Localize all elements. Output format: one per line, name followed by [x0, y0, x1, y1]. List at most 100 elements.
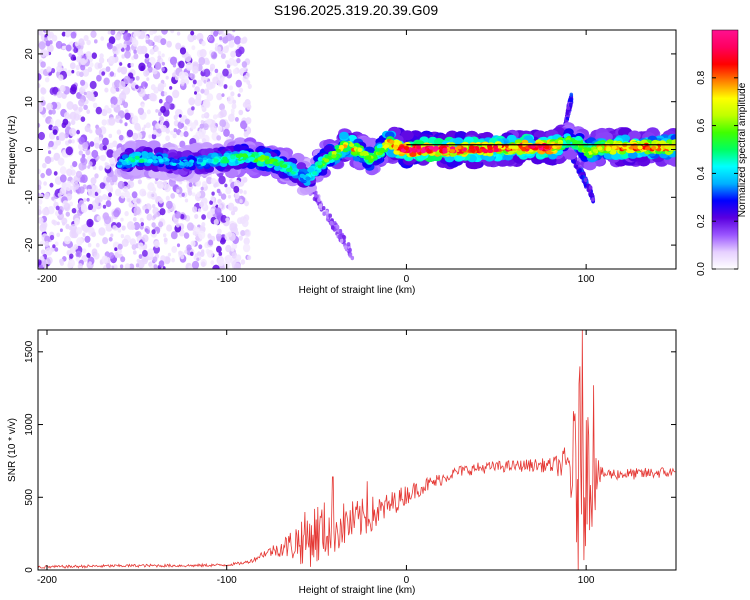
noise-blob	[83, 104, 88, 111]
noise-blob	[87, 92, 95, 101]
noise-blob	[107, 30, 111, 35]
ridge-blob	[456, 145, 462, 150]
noise-blob	[178, 250, 183, 256]
noise-blob	[245, 117, 252, 125]
noise-blob	[154, 180, 158, 185]
noise-blob	[98, 137, 102, 141]
noise-blob	[94, 173, 99, 179]
noise-blob	[105, 200, 112, 208]
noise-blob	[152, 67, 158, 75]
noise-blob	[38, 259, 42, 266]
noise-blob	[129, 238, 136, 246]
noise-blob	[206, 118, 212, 126]
noise-blob	[72, 161, 78, 168]
noise-blob	[223, 128, 230, 137]
noise-blob	[111, 174, 118, 183]
noise-blob	[91, 52, 98, 59]
noise-blob	[161, 30, 168, 35]
ridge-blob	[158, 158, 164, 163]
y-tick-label: 0	[24, 567, 35, 573]
noise-blob	[132, 217, 137, 222]
noise-blob	[53, 171, 58, 176]
noise-blob	[107, 58, 111, 63]
noise-blob	[243, 190, 247, 195]
noise-blob	[61, 31, 66, 37]
noise-blob	[122, 101, 129, 109]
noise-blob	[91, 149, 99, 159]
x-tick-label: -100	[217, 575, 237, 586]
ridge-blob	[349, 143, 355, 147]
noise-blob	[171, 246, 178, 253]
branch-blob	[333, 221, 337, 226]
noise-blob	[68, 53, 73, 58]
noise-blob	[97, 62, 103, 69]
noise-blob	[142, 234, 149, 243]
noise-blob	[227, 194, 232, 199]
noise-blob	[158, 221, 164, 228]
noise-blob	[123, 43, 127, 49]
noise-blob	[240, 259, 246, 265]
heatmap-plot-area	[38, 30, 676, 269]
noise-blob	[203, 79, 207, 84]
ridge-blob	[420, 149, 426, 154]
noise-blob	[222, 46, 229, 54]
ridge-blob	[492, 144, 499, 149]
noise-blob	[228, 85, 233, 91]
noise-blob	[154, 61, 162, 70]
ridge-blob	[312, 171, 318, 175]
noise-blob	[83, 198, 87, 203]
noise-blob	[69, 253, 74, 259]
noise-blob	[54, 241, 59, 246]
x-tick-label: -200	[37, 274, 57, 285]
noise-blob	[149, 48, 155, 55]
noise-blob	[108, 133, 113, 139]
noise-blob	[150, 84, 156, 91]
noise-blob	[135, 231, 140, 237]
noise-blob	[119, 264, 124, 269]
noise-blob	[141, 127, 145, 131]
noise-blob	[163, 180, 168, 185]
noise-blob	[113, 209, 120, 218]
noise-blob	[63, 112, 70, 119]
noise-blob	[169, 103, 175, 110]
noise-blob	[172, 89, 180, 99]
noise-blob	[163, 237, 168, 243]
noise-blob	[208, 239, 214, 246]
noise-blob	[132, 250, 137, 255]
ridge-blob	[442, 149, 448, 154]
noise-blob	[80, 157, 86, 164]
noise-blob	[238, 87, 244, 93]
snr-series-line	[38, 330, 676, 570]
noise-blob	[65, 211, 71, 217]
noise-blob	[124, 50, 131, 59]
noise-blob	[183, 131, 189, 138]
noise-blob	[123, 32, 131, 41]
noise-blob	[213, 219, 219, 226]
noise-blob	[210, 177, 217, 185]
noise-blob	[38, 73, 42, 81]
noise-blob	[66, 101, 74, 110]
noise-blob	[75, 227, 83, 235]
noise-blob	[173, 128, 178, 133]
noise-blob	[87, 243, 92, 248]
noise-blob	[169, 56, 178, 66]
noise-blob	[94, 191, 99, 196]
ridge-blob	[384, 144, 390, 148]
ridge-blob	[564, 149, 578, 160]
noise-blob	[206, 93, 214, 102]
ridge-blob	[189, 142, 203, 153]
noise-blob	[139, 224, 144, 230]
noise-blob	[105, 66, 111, 72]
noise-blob	[56, 221, 60, 226]
ridge-blob	[389, 139, 395, 144]
ridge-blob	[331, 150, 337, 155]
noise-blob	[58, 209, 63, 215]
noise-blob	[144, 82, 148, 87]
ridge-blob	[317, 161, 323, 166]
noise-blob	[157, 55, 162, 60]
noise-blob	[116, 129, 122, 135]
noise-blob	[230, 35, 235, 41]
noise-blob	[149, 92, 157, 102]
x-tick-label: -100	[217, 274, 237, 285]
